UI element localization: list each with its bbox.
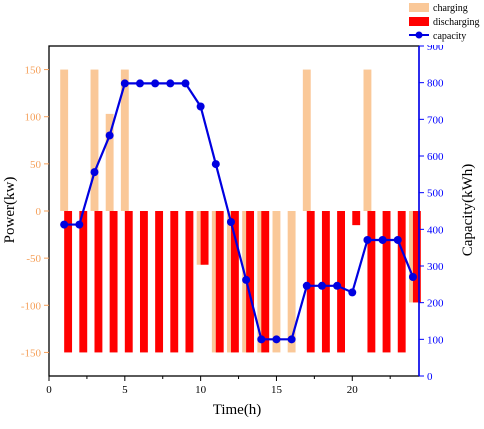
discharging-bar-12 [230, 211, 239, 353]
capacity-point-24 [408, 273, 417, 281]
y-left-tick-label-100: 100 [25, 112, 42, 124]
discharging-bar-9 [185, 211, 194, 353]
x-tick-label-0: 0 [46, 384, 52, 396]
discharging-bar-19 [337, 211, 345, 353]
legend-label-capacity: capacity [433, 31, 466, 42]
y-right-tick-label-700: 700 [427, 114, 444, 126]
discharging-bar-11 [215, 211, 224, 353]
capacity-point-2 [75, 220, 84, 229]
charging-bar-3 [90, 69, 99, 211]
y-right-tick-label-300: 300 [427, 261, 444, 273]
discharging-bar-2 [79, 211, 88, 353]
discharging-bars [64, 211, 421, 353]
y-right-axis-label: Capacity(kWh) [460, 164, 476, 256]
capacity-point-10 [196, 102, 205, 111]
capacity-point-21 [363, 235, 372, 244]
capacity-point-11 [211, 160, 220, 169]
y-right-tick-label-600: 600 [427, 151, 444, 163]
discharging-bar-13 [246, 211, 255, 353]
y-left-tick-label-0: 0 [36, 206, 42, 218]
capacity-point-15 [272, 335, 281, 344]
capacity-point-5 [120, 79, 129, 88]
legend-swatch-discharging [409, 17, 429, 26]
discharging-bar-7 [155, 211, 164, 353]
charging-bar-17 [302, 69, 311, 211]
y-right-tick-label-0: 0 [427, 371, 433, 383]
y-right-tick-label-800: 800 [427, 78, 444, 90]
discharging-bar-6 [139, 211, 148, 353]
y-left-tick-label--50: -50 [26, 253, 41, 265]
discharging-bar-23 [397, 211, 406, 353]
x-axis-label: Time(h) [213, 402, 262, 418]
legend-label-charging: charging [433, 3, 468, 14]
capacity-point-6 [135, 79, 144, 88]
charging-bar-5 [120, 69, 129, 211]
charging-bar-1 [60, 69, 69, 211]
discharging-bar-17 [306, 211, 315, 353]
discharging-bar-22 [382, 211, 391, 353]
y-left-axis: -150 -100 -50 0 50 100 150 [21, 65, 49, 359]
capacity-point-22 [378, 235, 387, 244]
charging-bar-16 [287, 211, 296, 353]
discharging-bar-3 [94, 211, 103, 353]
capacity-line [60, 79, 417, 344]
discharging-bar-20 [352, 211, 361, 226]
y-left-tick-label-50: 50 [30, 159, 42, 171]
charging-bar-4 [105, 113, 114, 211]
y-right-tick-label-200: 200 [427, 298, 444, 310]
discharging-bar-4 [109, 211, 118, 353]
y-left-tick-label--100: -100 [21, 300, 42, 312]
capacity-point-23 [393, 235, 402, 244]
charging-bar-21 [363, 69, 372, 211]
x-axis: 0 5 10 15 20 [46, 376, 391, 396]
capacity-point-13 [242, 275, 251, 284]
capacity-point-3 [90, 168, 99, 177]
legend: charging discharging capacity [405, 1, 481, 45]
discharging-bar-8 [170, 211, 179, 353]
x-tick-label-20: 20 [347, 384, 359, 396]
capacity-point-19 [333, 281, 342, 290]
capacity-point-8 [166, 79, 175, 88]
y-left-axis-label: Power(kw) [2, 177, 18, 244]
legend-swatch-charging [409, 3, 429, 12]
capacity-point-17 [302, 281, 311, 290]
capacity-point-14 [257, 335, 266, 344]
capacity-point-20 [348, 288, 357, 297]
y-right-tick-label-500: 500 [427, 188, 444, 200]
capacity-point-16 [287, 335, 296, 344]
capacity-point-7 [151, 79, 160, 88]
x-tick-label-5: 5 [122, 384, 128, 396]
discharging-bar-24 [412, 211, 421, 303]
discharging-bar-1 [64, 211, 73, 353]
discharging-bar-14 [261, 211, 270, 353]
capacity-point-1 [60, 220, 69, 229]
discharging-bar-10 [200, 211, 209, 265]
y-right-tick-label-400: 400 [427, 224, 444, 236]
capacity-polyline [64, 82, 414, 341]
x-tick-label-15: 15 [271, 384, 283, 396]
y-left-tick-label-150: 150 [25, 65, 42, 77]
discharging-bar-21 [367, 211, 376, 353]
charging-bar-15 [272, 211, 281, 353]
capacity-point-18 [317, 281, 326, 290]
y-right-tick-label-100: 100 [427, 334, 444, 346]
discharging-bar-5 [124, 211, 133, 353]
x-tick-label-10: 10 [195, 384, 207, 396]
discharging-bar-18 [321, 211, 330, 353]
capacity-point-9 [181, 79, 190, 88]
legend-swatch-capacity-marker [415, 31, 423, 39]
capacity-point-12 [226, 218, 235, 226]
capacity-point-4 [105, 131, 114, 140]
y-left-tick-label--150: -150 [21, 347, 42, 359]
legend-label-discharging: discharging [433, 17, 479, 28]
